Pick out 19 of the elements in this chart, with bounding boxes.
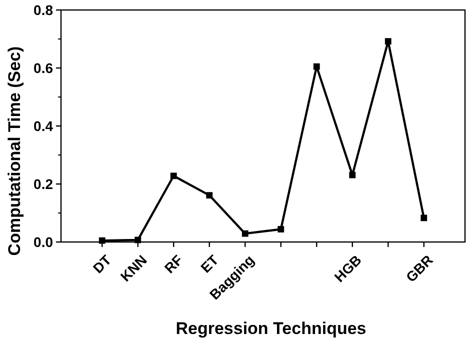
x-tick-label: DT [90,251,114,276]
y-tick-label: 0.6 [34,60,54,76]
y-tick-label: 0.2 [34,176,54,192]
point [349,172,356,178]
point [170,172,177,180]
point [98,237,106,244]
y-tick-label: 0.4 [34,118,54,134]
point [384,38,392,45]
point [134,236,142,244]
x-axis-title: Regression Techniques [176,319,366,338]
point [313,63,320,70]
point [242,230,248,237]
point [278,226,284,232]
y-tick-label: 0.0 [34,234,54,250]
point [206,192,213,199]
point [420,214,428,222]
x-tick-label: RF [161,251,186,276]
y-axis-title: Computational Time (Sec) [5,46,24,256]
y-tick-label: 0.8 [34,2,54,18]
